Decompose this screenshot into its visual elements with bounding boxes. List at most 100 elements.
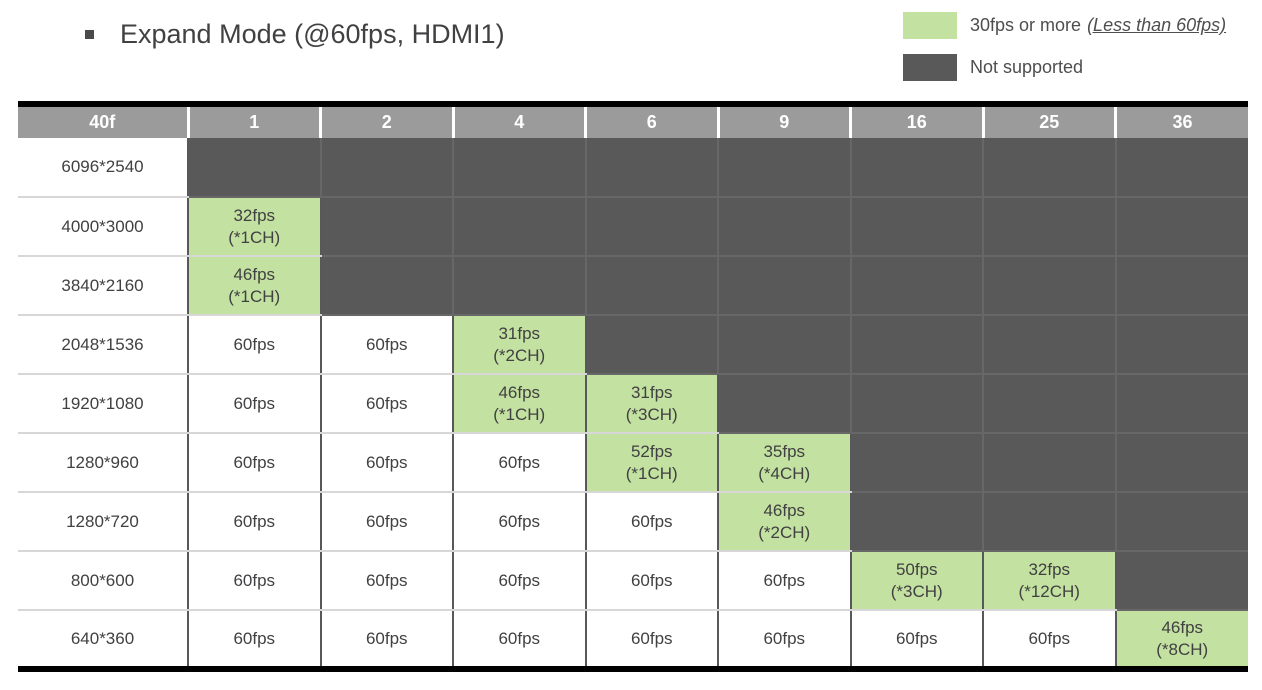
table-cell-white: 60fps (453, 433, 587, 493)
table-cell-white: 60fps (585, 492, 719, 552)
capability-table: 40f 1 2 4 6 9 16 25 36 6096*2540 4000*3000 32fps (*… (18, 101, 1248, 672)
table-cell-not-supported (585, 197, 719, 257)
legend-swatch-dark (903, 54, 957, 81)
row-label: 800*600 (18, 551, 189, 611)
table-cell-not-supported (1115, 374, 1248, 434)
page-title-row: Expand Mode (@60fps, HDMI1) (85, 16, 505, 52)
table-cell-white: 60fps (188, 374, 322, 434)
table-cell-not-supported (983, 197, 1117, 257)
table-cell-not-supported (850, 197, 984, 257)
column-header-2: 2 (320, 104, 455, 138)
column-header-25: 25 (983, 104, 1117, 138)
table-cell-not-supported (320, 197, 454, 257)
table-cell-not-supported (585, 138, 719, 198)
legend-label-reduced: 30fps or more (Less than 60fps) (970, 15, 1226, 36)
capability-table-head: 40f 1 2 4 6 9 16 25 36 (18, 104, 1248, 138)
table-cell-green: 32fps (*12CH) (983, 551, 1117, 611)
table-cell-white: 60fps (453, 551, 587, 611)
table-cell-white: 60fps (320, 492, 454, 552)
table-cell-white: 60fps (718, 610, 852, 669)
table-cell-not-supported (983, 256, 1117, 316)
table-cell-green: 46fps (*2CH) (718, 492, 852, 552)
row-label: 4000*3000 (18, 197, 189, 257)
row-label: 2048*1536 (18, 315, 189, 375)
table-cell-not-supported (453, 256, 587, 316)
table-row: 1280*960 60fps 60fps 60fps 52fps (*1CH) 35fps(… (18, 433, 1248, 493)
table-cell-green: 31fps (*2CH) (453, 315, 587, 375)
row-label: 1280*960 (18, 433, 189, 493)
table-cell-not-supported (850, 315, 984, 375)
table-cell-white: 60fps (188, 551, 322, 611)
table-cell-not-supported (850, 374, 984, 434)
legend-label-reduced-text: 30fps or more (970, 15, 1082, 35)
table-cell-not-supported (983, 374, 1117, 434)
table-cell-not-supported (585, 256, 719, 316)
table-cell-white: 60fps (320, 551, 454, 611)
capability-table-wrap: 40f 1 2 4 6 9 16 25 36 6096*2540 4000*3000 32fps (*… (18, 101, 1248, 672)
table-cell-green: 35fps (*4CH) (718, 433, 852, 493)
table-cell-white: 60fps (585, 551, 719, 611)
table-cell-not-supported (850, 433, 984, 493)
row-label: 3840*2160 (18, 256, 189, 316)
table-cell-not-supported (850, 492, 984, 552)
row-label: 1280*720 (18, 492, 189, 552)
table-cell-not-supported (1115, 551, 1248, 611)
table-row: 800*600 60fps 60fps 60fps 60fps 60fps 50fps (*3… (18, 551, 1248, 611)
table-cell-not-supported (718, 197, 852, 257)
table-cell-white: 60fps (188, 315, 322, 375)
table-cell-not-supported (188, 138, 322, 198)
table-cell-not-supported (320, 138, 454, 198)
table-cell-white: 60fps (585, 610, 719, 669)
table-cell-green: 46fps (*1CH) (453, 374, 587, 434)
table-cell-green: 46fps (*1CH) (188, 256, 322, 316)
row-label: 6096*2540 (18, 138, 189, 198)
table-cell-not-supported (850, 138, 984, 198)
table-cell-green: 52fps (*1CH) (585, 433, 719, 493)
corner-header: 40f (18, 104, 190, 138)
table-row: 1920*1080 60fps 60fps 46fps (*1CH) 31fps (*3CH… (18, 374, 1248, 434)
table-cell-white: 60fps (320, 374, 454, 434)
column-header-16: 16 (850, 104, 985, 138)
table-cell-not-supported (1115, 138, 1248, 198)
table-cell-white: 60fps (320, 433, 454, 493)
table-cell-not-supported (718, 138, 852, 198)
table-cell-green: 46fps (*8CH) (1115, 610, 1248, 669)
table-cell-not-supported (983, 433, 1117, 493)
column-header-1: 1 (188, 104, 322, 138)
table-row: 4000*3000 32fps (*1CH) (18, 197, 1248, 257)
table-cell-white: 60fps (188, 492, 322, 552)
bullet-square-icon (85, 29, 94, 39)
table-cell-not-supported (320, 256, 454, 316)
capability-table-body: 6096*2540 4000*3000 32fps (*1CH) 3840*2160 46… (18, 138, 1248, 669)
table-row: 6096*2540 (18, 138, 1248, 198)
table-cell-not-supported (718, 374, 852, 434)
table-cell-white: 60fps (320, 610, 454, 669)
table-cell-not-supported (983, 138, 1117, 198)
table-cell-green: 50fps (*3CH) (850, 551, 984, 611)
table-cell-white: 60fps (453, 610, 587, 669)
table-cell-white: 60fps (453, 492, 587, 552)
table-cell-not-supported (453, 138, 587, 198)
table-cell-not-supported (1115, 197, 1248, 257)
table-row: 2048*1536 60fps 60fps 31fps (*2CH) (18, 315, 1248, 375)
table-cell-not-supported (453, 197, 587, 257)
table-cell-green: 31fps (*3CH) (585, 374, 719, 434)
table-cell-white: 60fps (320, 315, 454, 375)
table-cell-not-supported (585, 315, 719, 375)
page-title: Expand Mode (@60fps, HDMI1) (120, 19, 505, 49)
table-row: 1280*720 60fps 60fps 60fps 60fps 46fps (*2CH) (18, 492, 1248, 552)
legend: 30fps or more (Less than 60fps) Not suppo… (903, 12, 1226, 81)
table-cell-not-supported (718, 256, 852, 316)
column-header-36: 36 (1115, 104, 1248, 138)
legend-label-not-supported: Not supported (970, 57, 1084, 77)
legend-swatch-green (903, 12, 957, 39)
table-cell-not-supported (1115, 492, 1248, 552)
table-cell-white: 60fps (718, 551, 852, 611)
column-header-6: 6 (585, 104, 720, 138)
table-cell-white: 60fps (850, 610, 984, 669)
table-cell-not-supported (850, 256, 984, 316)
row-label: 640*360 (18, 610, 189, 669)
table-cell-white: 60fps (188, 610, 322, 669)
row-label: 1920*1080 (18, 374, 189, 434)
